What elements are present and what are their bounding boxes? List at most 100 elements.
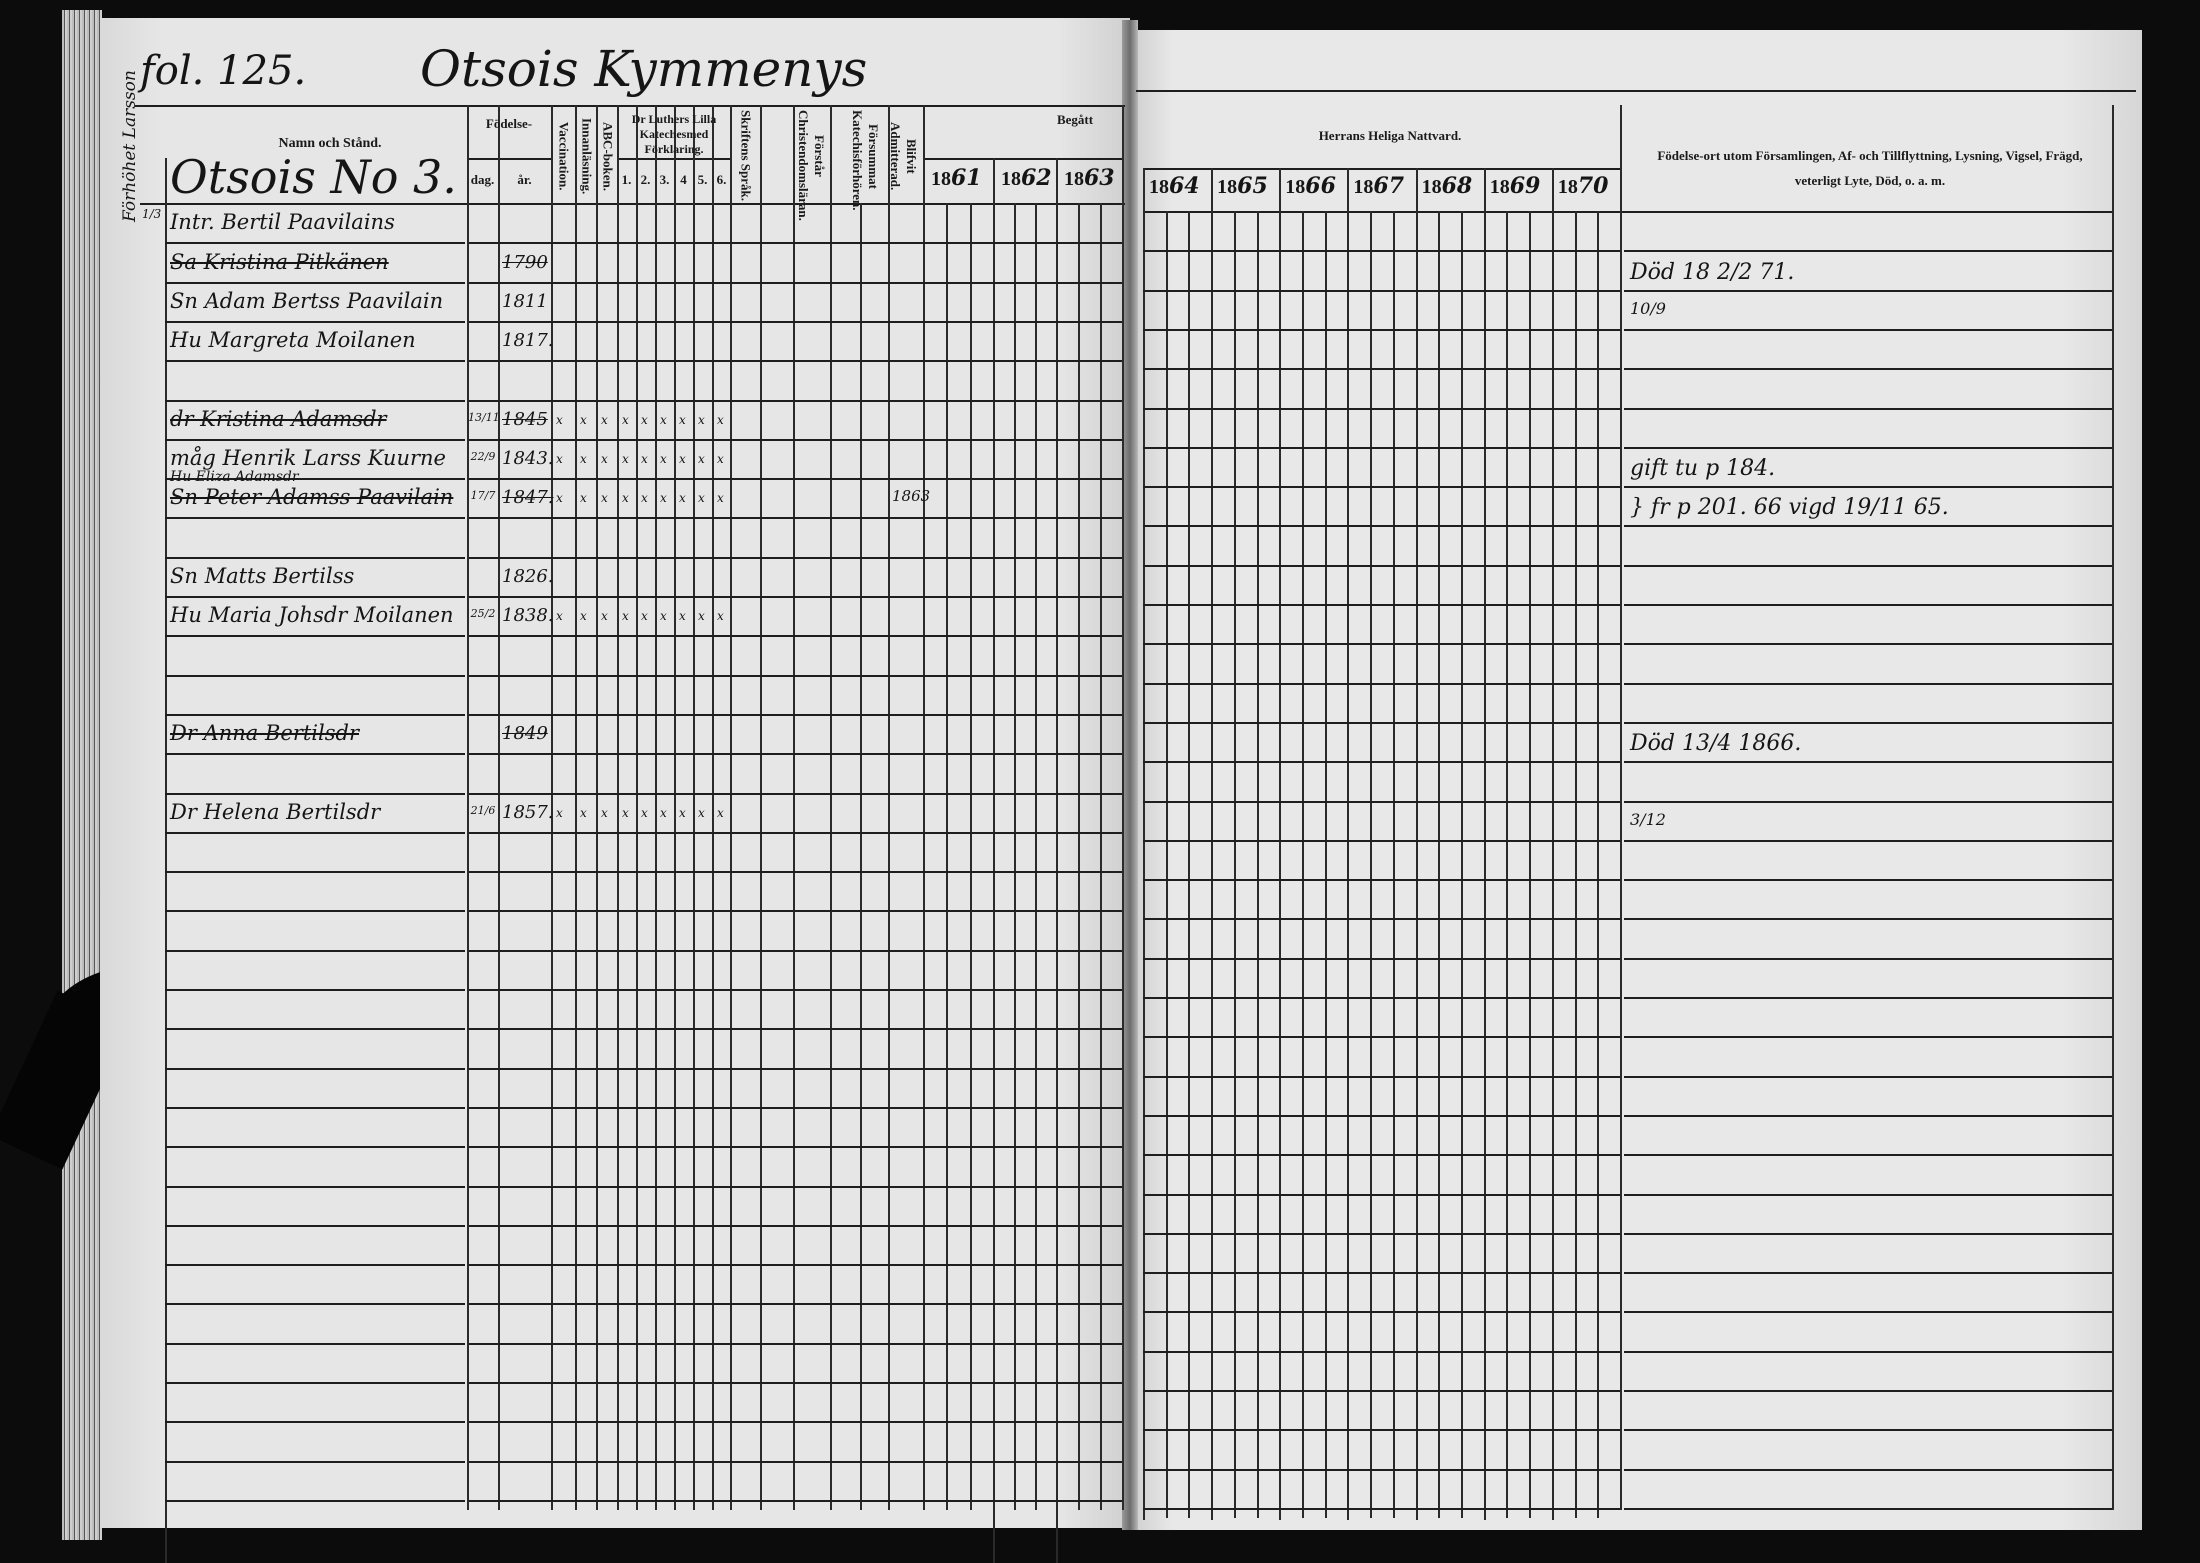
- row-rule: [1143, 1311, 1620, 1314]
- row-rule: [1624, 525, 2112, 528]
- examination-mark: x: [641, 805, 648, 820]
- row-rule: [1624, 761, 2112, 764]
- column-rule: [712, 105, 714, 1510]
- header-top-rule: [1136, 90, 2136, 92]
- year-suffix: 63: [1084, 165, 1115, 191]
- row-rule: [165, 478, 465, 481]
- year-suffix: 62: [1021, 165, 1052, 191]
- row-rule: [1143, 1075, 1620, 1078]
- row-rule: [469, 478, 1122, 481]
- row-rule: [469, 1460, 1122, 1463]
- row-rule: [1624, 879, 2112, 882]
- row-rule: [165, 360, 465, 363]
- margin-note: Förhöhet Larsson: [120, 70, 140, 222]
- admitted-year: 1863: [892, 487, 931, 506]
- book-page-edges: [62, 10, 102, 1540]
- row-rule: [469, 753, 1122, 756]
- row-rule: [469, 360, 1122, 363]
- village-title: Otsois Kymmenys: [420, 40, 868, 98]
- examination-mark: x: [622, 491, 629, 506]
- birth-day: 22/9: [470, 450, 496, 464]
- row-rule: [1143, 1114, 1620, 1117]
- column-rule: [2112, 105, 2114, 1510]
- row-rule: [165, 635, 465, 638]
- examination-mark: x: [660, 412, 667, 427]
- row-rule: [165, 910, 465, 913]
- remark-note: 10/9: [1630, 298, 1666, 318]
- examination-mark: x: [580, 491, 587, 506]
- column-rule: [551, 105, 553, 1510]
- column-rule: [674, 105, 676, 1510]
- year-prefix: 18: [1421, 176, 1442, 198]
- person-name: Hu Maria Johsdr Moilanen: [170, 603, 454, 628]
- examination-mark: x: [641, 491, 648, 506]
- row-rule: [1143, 525, 1620, 528]
- row-rule: [165, 989, 465, 991]
- sub-column-rule: [1078, 203, 1080, 1510]
- birth-day: 25/2: [470, 607, 496, 621]
- row-rule: [1624, 250, 2112, 253]
- row-rule: [165, 871, 465, 874]
- row-rule: [1624, 1390, 2112, 1392]
- row-rule: [1143, 839, 1620, 842]
- row-rule: [165, 281, 465, 284]
- year-header: 1868: [1422, 173, 1473, 199]
- year-prefix: 18: [1489, 176, 1510, 198]
- row-rule: [165, 1264, 465, 1267]
- row-rule: [165, 792, 465, 795]
- examination-mark: x: [679, 452, 686, 467]
- year-suffix: 70: [1577, 173, 1609, 199]
- examination-mark: x: [679, 491, 686, 506]
- row-rule: [1624, 1154, 2112, 1157]
- row-rule: [1624, 289, 2112, 292]
- row-rule: [469, 831, 1122, 834]
- row-rule: [469, 438, 1122, 441]
- year-prefix: 18: [1064, 168, 1084, 190]
- column-rule: [617, 105, 619, 1510]
- person-name: måg Henrik Larss Kuurne: [170, 446, 446, 471]
- year-prefix: 18: [1149, 176, 1169, 198]
- person-name: dr Kristina Adamsdr: [170, 406, 387, 431]
- column-rule: [636, 105, 638, 1510]
- row-rule: [1143, 1193, 1620, 1196]
- examination-mark: x: [556, 452, 563, 467]
- column-rule: [467, 105, 469, 1510]
- row-rule: [469, 871, 1122, 874]
- sub-column-rule: [1370, 211, 1373, 1518]
- row-rule: [1143, 604, 1620, 606]
- row-rule: [165, 1028, 465, 1031]
- sub-column-rule: [1324, 211, 1327, 1518]
- remark-note: Död 18 2/2 71.: [1630, 259, 1795, 285]
- remark-note: } fr p 201. 66 vigd 19/11 65.: [1630, 495, 1949, 521]
- examination-mark: x: [660, 805, 667, 820]
- birth-year: 1849: [502, 723, 548, 745]
- row-rule: [469, 1264, 1122, 1267]
- sub-column-rule: [1574, 211, 1577, 1518]
- row-rule: [165, 831, 465, 834]
- person-name: Intr. Bertil Paavilains: [170, 210, 395, 235]
- examination-mark: x: [601, 609, 608, 624]
- row-rule: [1624, 328, 2112, 331]
- sub-column-rule: [1233, 211, 1236, 1518]
- year-suffix: 69: [1509, 173, 1541, 199]
- examination-mark: x: [717, 805, 724, 820]
- folio-number: fol. 125.: [140, 48, 307, 94]
- birth-year: 1843.: [502, 448, 554, 470]
- row-rule: [1143, 289, 1620, 292]
- examination-mark: x: [679, 609, 686, 624]
- row-rule: [165, 438, 465, 441]
- examination-mark: x: [717, 609, 724, 624]
- catechism-part-label: 6.: [716, 172, 727, 187]
- person-name: Hu Margreta Moilanen: [170, 328, 416, 353]
- row-rule: [469, 674, 1122, 677]
- header-birth-year: år.: [517, 172, 532, 187]
- header-name: Namn och Stånd.: [278, 136, 382, 151]
- row-rule: [1624, 721, 2112, 724]
- row-rule: [165, 596, 465, 598]
- year-header: 1862: [1001, 165, 1052, 191]
- row-rule: [1143, 997, 1620, 999]
- person-name: Dr Helena Bertilsdr: [170, 799, 381, 824]
- household-title: Otsois No 3.: [170, 150, 457, 204]
- birth-year: 1826.: [502, 566, 554, 587]
- examination-mark: x: [717, 452, 724, 467]
